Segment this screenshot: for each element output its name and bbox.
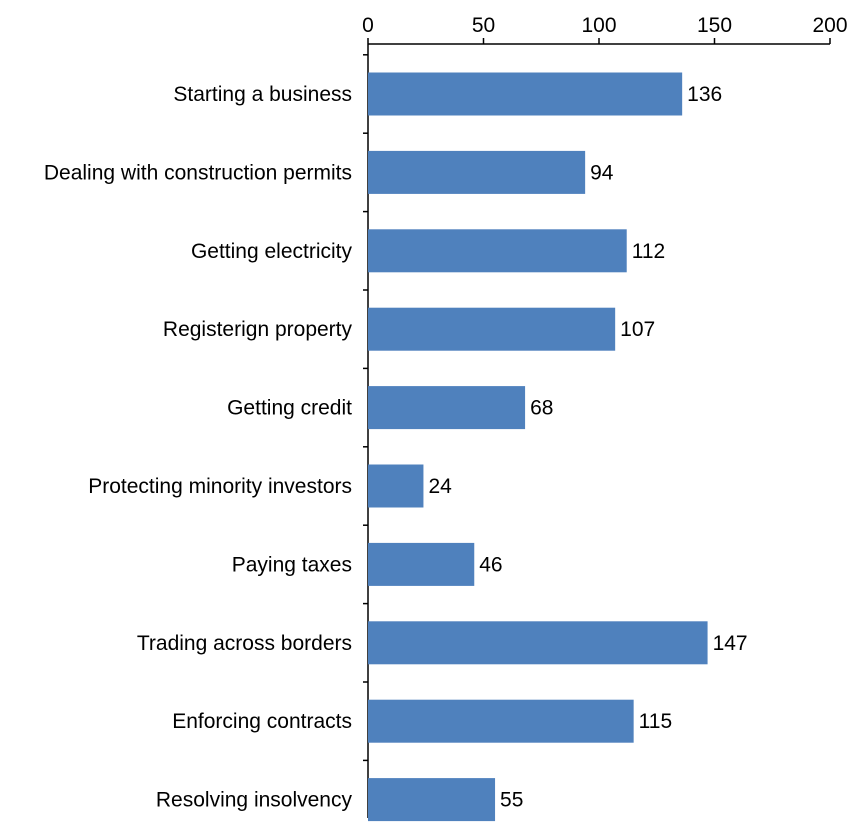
bar: [368, 464, 424, 508]
data-label: 115: [639, 710, 672, 733]
category-label: Paying taxes: [232, 553, 352, 576]
category-label: Registerign property: [163, 318, 353, 341]
data-label: 68: [530, 397, 553, 420]
bar: [368, 699, 634, 743]
data-label: 94: [590, 161, 614, 184]
data-label: 112: [632, 240, 665, 263]
data-label: 55: [500, 789, 523, 812]
x-tick-label: 0: [362, 14, 374, 37]
x-tick-label: 100: [581, 14, 616, 37]
data-label: 107: [620, 318, 655, 341]
category-label: Getting electricity: [191, 240, 353, 263]
category-label: Starting a business: [173, 83, 352, 106]
x-tick-label: 150: [697, 14, 732, 37]
x-tick-label: 200: [812, 14, 847, 37]
category-label: Trading across borders: [137, 632, 352, 655]
labels-group: Starting a business 136 Dealing with const…: [44, 83, 748, 812]
category-label: Dealing with construction permits: [44, 161, 352, 184]
category-label: Getting credit: [227, 397, 352, 420]
data-label: 46: [479, 553, 502, 576]
data-label: 136: [687, 83, 722, 106]
category-label: Enforcing contracts: [172, 710, 352, 733]
category-label: Resolving insolvency: [156, 789, 353, 812]
x-tick-label: 50: [472, 14, 495, 37]
bar: [368, 386, 526, 430]
bar: [368, 150, 586, 194]
bars-group: [368, 72, 708, 822]
data-label: 147: [713, 632, 748, 655]
category-label: Protecting minority investors: [88, 475, 352, 498]
bar: [368, 72, 683, 116]
bar: [368, 778, 496, 822]
bar: [368, 229, 627, 273]
bar: [368, 621, 708, 665]
data-label: 24: [428, 475, 452, 498]
bar: [368, 542, 475, 586]
bar: [368, 307, 616, 351]
